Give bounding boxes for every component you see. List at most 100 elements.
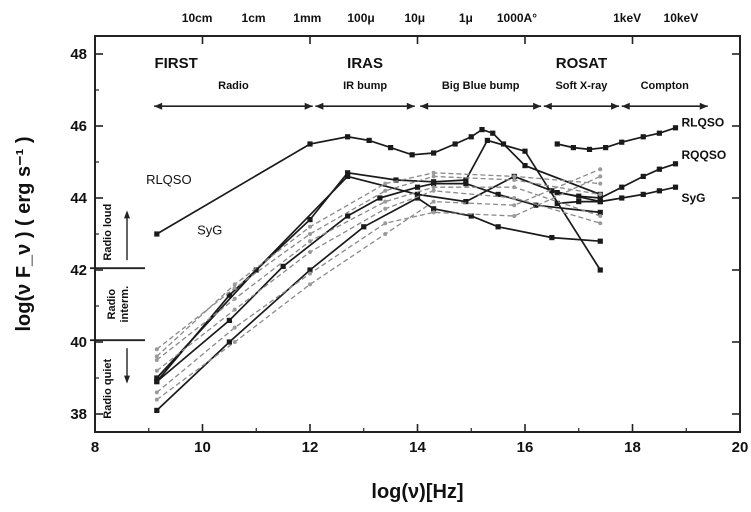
data-point (431, 185, 436, 190)
data-point (656, 166, 662, 172)
series-label: RQQSO (682, 148, 727, 162)
y-tick-label: 40 (70, 334, 87, 351)
data-point (597, 209, 603, 215)
data-point (431, 170, 436, 175)
data-point (598, 214, 603, 218)
data-point (308, 250, 312, 254)
series-line (156, 139, 602, 383)
data-point (672, 184, 679, 190)
data-point (383, 199, 388, 204)
data-point (154, 390, 159, 395)
data-point (463, 199, 469, 205)
data-point (640, 173, 646, 179)
data-point (308, 224, 312, 229)
data-point (366, 137, 372, 143)
series-line (156, 175, 601, 350)
data-point (512, 214, 517, 218)
y-axis-title: log(ν F_ν ) ( erg s⁻¹ ) (13, 136, 35, 331)
data-point (154, 379, 160, 385)
data-point (226, 339, 232, 345)
data-point (361, 224, 367, 230)
band-arrowhead-right (699, 102, 708, 110)
data-point (570, 145, 576, 151)
band-name: Radio (218, 80, 249, 92)
y-tick-label: 44 (70, 190, 87, 207)
data-point (495, 191, 501, 197)
data-point (656, 188, 662, 194)
top-axis-label: 1000A° (497, 11, 537, 25)
x-tick-label: 16 (517, 439, 534, 456)
data-point (603, 145, 609, 151)
data-point (479, 127, 485, 133)
data-point (154, 375, 160, 381)
data-point (154, 368, 159, 373)
band-arrowhead-right (611, 102, 620, 110)
data-point (549, 188, 555, 194)
data-point (345, 170, 351, 176)
band-arrowhead-right (304, 102, 313, 110)
data-point (490, 130, 496, 136)
data-point (345, 213, 351, 219)
data-point (431, 188, 436, 193)
series-label: SyG (682, 191, 706, 205)
top-axis-label: 1keV (613, 11, 641, 25)
data-point (597, 195, 603, 201)
data-point (154, 358, 159, 362)
data-point (154, 407, 160, 413)
data-point (226, 317, 232, 323)
y-tick-label: 42 (70, 262, 87, 279)
band-arrowhead-right (406, 102, 415, 110)
data-point (383, 181, 388, 186)
x-tick-label: 14 (409, 439, 426, 456)
band-arrowhead-left (154, 102, 163, 110)
top-axis-label: 100μ (347, 11, 374, 25)
data-point (383, 232, 388, 236)
band-arrowhead-right (533, 102, 542, 110)
data-point (495, 224, 501, 230)
band-name: IR bump (343, 80, 387, 92)
data-point (431, 181, 437, 187)
band-name: Big Blue bump (442, 80, 520, 92)
data-point (468, 213, 474, 219)
data-point (308, 232, 312, 236)
radio-loud-arrowhead (124, 210, 130, 219)
radio-interm-label: Radio (106, 289, 118, 320)
series-label: RLQSO (146, 172, 192, 187)
radio-interm-label-2: interm. (119, 286, 131, 323)
data-point (640, 134, 646, 140)
data-point (431, 150, 437, 156)
data-point (512, 174, 517, 179)
y-tick-label: 46 (70, 118, 87, 135)
data-point (393, 177, 399, 183)
data-point (253, 267, 259, 273)
data-point (307, 141, 313, 147)
top-axis-label: 10keV (664, 11, 699, 25)
data-point (522, 148, 528, 154)
band-name: Soft X-ray (555, 80, 608, 92)
top-axis-label: 1μ (459, 11, 473, 25)
data-point (431, 210, 436, 215)
data-point (383, 206, 388, 211)
data-point (619, 139, 625, 145)
data-point (512, 196, 517, 200)
data-point (672, 161, 679, 167)
y-tick-label: 48 (70, 46, 87, 63)
data-point (388, 145, 394, 151)
band-title: IRAS (347, 55, 383, 72)
data-point (500, 141, 507, 147)
data-point (522, 163, 528, 169)
data-point (345, 134, 351, 140)
data-point (512, 178, 517, 182)
top-axis-label: 10cm (182, 11, 213, 25)
x-tick-label: 18 (624, 439, 641, 456)
data-point (619, 195, 625, 201)
series-line (557, 126, 676, 151)
data-point (597, 267, 603, 273)
data-point (308, 282, 312, 287)
band-arrowhead-left (621, 102, 630, 110)
data-point (414, 184, 421, 190)
top-axis-label: 1mm (293, 11, 321, 25)
band-name: Compton (641, 80, 690, 92)
series-label: RLQSO (682, 115, 725, 129)
data-point (656, 130, 662, 136)
